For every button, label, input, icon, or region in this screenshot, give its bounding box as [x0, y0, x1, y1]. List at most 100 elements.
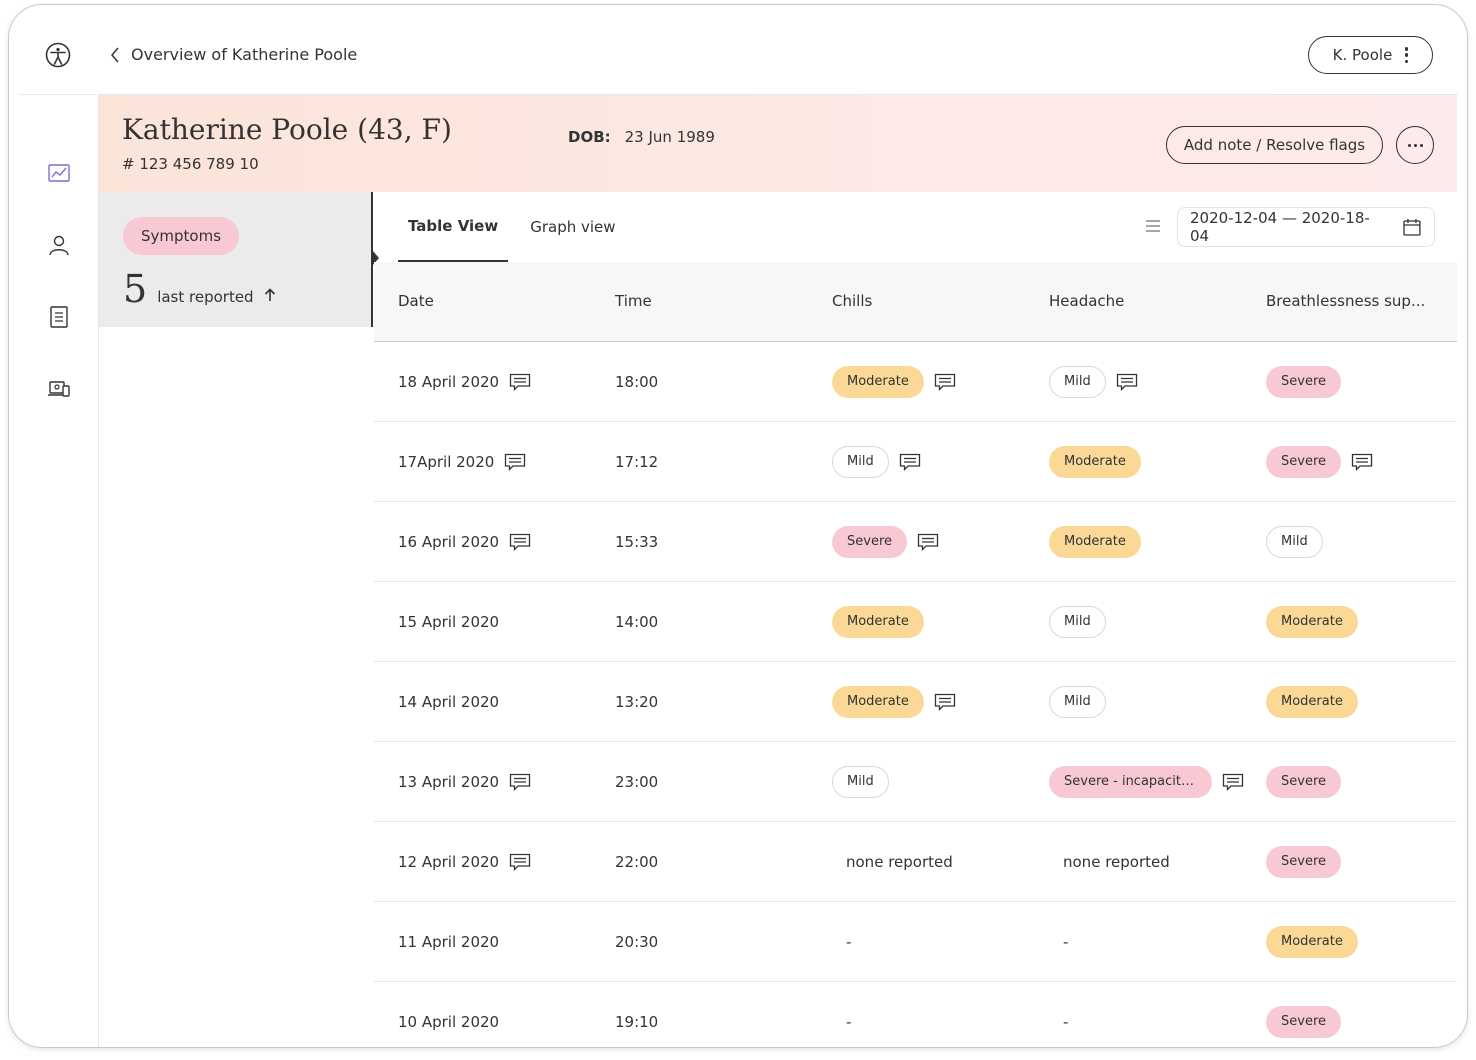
breathlessness-badge: Severe	[1266, 1006, 1341, 1038]
header-headache[interactable]: Headache	[1049, 292, 1125, 310]
time-value: 19:10	[615, 1013, 659, 1031]
top-bar: Overview of Katherine Poole K. Poole	[19, 5, 1457, 95]
comment-icon[interactable]	[917, 533, 939, 551]
breathlessness-cell: Mild	[1266, 502, 1323, 582]
breathlessness-badge: Severe	[1266, 366, 1341, 398]
table-row[interactable]: 11 April 2020 20:30 - - Moderate	[374, 902, 1457, 982]
headache-value: -	[1063, 933, 1069, 951]
tab-graph-view[interactable]: Graph view	[530, 218, 616, 236]
time-cell: 14:00	[615, 582, 658, 662]
time-value: 20:30	[615, 933, 659, 951]
comment-icon[interactable]	[899, 453, 921, 471]
table-row[interactable]: 12 April 2020 22:00 none reported none repo…	[374, 822, 1457, 902]
comment-icon[interactable]	[1116, 373, 1138, 391]
comment-icon[interactable]	[934, 693, 956, 711]
arrow-up-icon	[264, 288, 275, 301]
document-icon[interactable]	[47, 305, 71, 329]
date-range-value: 2020-12-04 — 2020-18-04	[1190, 209, 1370, 245]
symptoms-chip[interactable]: Symptoms	[123, 217, 240, 255]
date-cell: 11 April 2020	[398, 902, 499, 982]
comment-icon[interactable]	[1351, 453, 1373, 471]
headache-badge: Severe - incapacita...	[1049, 766, 1212, 798]
table-row[interactable]: 13 April 2020 23:00 Mild Severe - incapacit…	[374, 742, 1457, 822]
time-cell: 23:00	[615, 742, 658, 822]
chevron-left-icon	[111, 47, 119, 62]
symptoms-count-label: last reported	[157, 288, 254, 306]
device-icon[interactable]	[47, 377, 71, 401]
time-cell: 22:00	[615, 822, 658, 902]
patient-header: Katherine Poole (43, F) # 123 456 789 10…	[99, 95, 1457, 192]
headache-badge: Mild	[1049, 606, 1106, 638]
chills-cell: -	[832, 902, 851, 982]
headache-cell: Mild	[1049, 342, 1138, 422]
comment-icon[interactable]	[509, 533, 531, 551]
chills-cell: Moderate	[832, 342, 956, 422]
breathlessness-cell: Moderate	[1266, 902, 1358, 982]
comment-icon[interactable]	[509, 773, 531, 791]
breathlessness-badge: Severe	[1266, 766, 1341, 798]
chills-cell: none reported	[832, 822, 953, 902]
breathlessness-cell: Moderate	[1266, 662, 1358, 742]
table-body: 18 April 2020 18:00 Moderate Mild Severe 17Ap…	[374, 342, 1457, 1047]
headache-cell: none reported	[1049, 822, 1170, 902]
comment-icon[interactable]	[504, 453, 526, 471]
more-options-button[interactable]	[1396, 126, 1434, 164]
accessibility-logo-icon[interactable]	[45, 42, 71, 68]
header-date[interactable]: Date	[398, 292, 434, 310]
back-link[interactable]: Overview of Katherine Poole	[109, 45, 357, 64]
comment-icon[interactable]	[934, 373, 956, 391]
app: Overview of Katherine Poole K. Poole K	[19, 5, 1457, 1047]
table-row[interactable]: 17April 2020 17:12 Mild Moderate Severe	[374, 422, 1457, 502]
time-cell: 13:20	[615, 662, 658, 742]
date-cell: 15 April 2020	[398, 582, 499, 662]
headache-cell: Severe - incapacita...	[1049, 742, 1244, 822]
breathlessness-badge: Severe	[1266, 446, 1341, 478]
headache-cell: Moderate	[1049, 502, 1141, 582]
breathlessness-cell: Severe	[1266, 422, 1373, 502]
date-value: 17April 2020	[398, 453, 495, 471]
header-time[interactable]: Time	[615, 292, 652, 310]
time-value: 18:00	[615, 373, 659, 391]
comment-icon[interactable]	[509, 853, 531, 871]
headache-cell: Moderate	[1049, 422, 1141, 502]
chills-badge: Mild	[832, 766, 889, 798]
table-row[interactable]: 14 April 2020 13:20 Moderate Mild Moderate	[374, 662, 1457, 742]
dob-value: 23 Jun 1989	[624, 128, 715, 146]
breathlessness-cell: Severe	[1266, 342, 1341, 422]
table-row[interactable]: 15 April 2020 14:00 Moderate Mild Moderate	[374, 582, 1457, 662]
active-pointer	[372, 250, 379, 266]
tab-table-view[interactable]: Table View	[398, 192, 509, 262]
breathlessness-cell: Severe	[1266, 822, 1341, 902]
add-note-button[interactable]: Add note / Resolve flags	[1166, 126, 1383, 164]
symptoms-count: 5 last reported	[123, 270, 276, 308]
chills-value: -	[846, 1013, 852, 1031]
table-row[interactable]: 10 April 2020 19:10 - - Severe	[374, 982, 1457, 1047]
date-cell: 14 April 2020	[398, 662, 499, 742]
time-cell: 15:33	[615, 502, 658, 582]
table-row[interactable]: 18 April 2020 18:00 Moderate Mild Severe	[374, 342, 1457, 422]
table-row[interactable]: 16 April 2020 15:33 Severe Moderate Mild	[374, 502, 1457, 582]
headache-cell: Mild	[1049, 662, 1106, 742]
user-menu-button[interactable]: K. Poole	[1308, 36, 1433, 74]
date-value: 13 April 2020	[398, 773, 500, 791]
kebab-menu-icon	[1404, 47, 1409, 63]
comment-icon[interactable]	[1222, 773, 1244, 791]
symptoms-panel: Symptoms 5 last reported	[99, 192, 379, 1047]
comment-icon[interactable]	[509, 373, 531, 391]
date-cell: 18 April 2020	[398, 342, 531, 422]
symptoms-card[interactable]: Symptoms 5 last reported	[99, 192, 379, 327]
list-filter-icon[interactable]	[1144, 218, 1162, 234]
breathlessness-badge: Moderate	[1266, 926, 1358, 958]
calendar-icon	[1403, 219, 1421, 236]
header-breathlessness[interactable]: Breathlessness sup...	[1266, 292, 1426, 310]
chills-badge: Mild	[832, 446, 889, 478]
back-link-label: Overview of Katherine Poole	[131, 45, 358, 64]
header-chills[interactable]: Chills	[832, 292, 873, 310]
date-value: 15 April 2020	[398, 613, 500, 631]
date-range-picker[interactable]: 2020-12-04 — 2020-18-04	[1177, 207, 1435, 247]
person-icon[interactable]	[47, 233, 71, 257]
time-cell: 19:10	[615, 982, 659, 1047]
time-cell: 20:30	[615, 902, 658, 982]
date-value: 11 April 2020	[398, 933, 500, 951]
trend-chart-icon[interactable]	[47, 161, 71, 185]
